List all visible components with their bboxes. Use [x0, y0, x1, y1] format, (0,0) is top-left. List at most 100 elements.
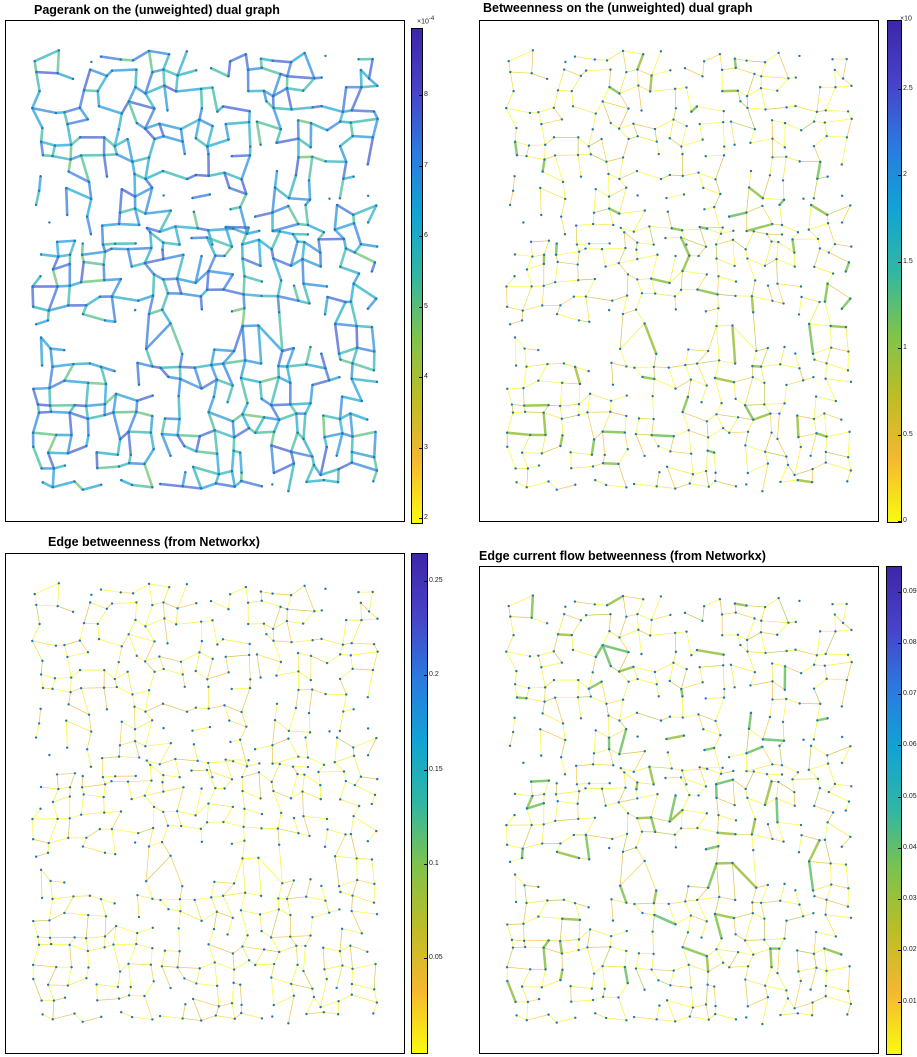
edge: [697, 813, 708, 829]
edge: [541, 979, 561, 988]
node: [680, 145, 683, 148]
node: [650, 74, 653, 77]
node: [619, 226, 622, 230]
edge: [764, 52, 779, 63]
edge: [70, 136, 81, 146]
node: [341, 110, 345, 114]
edge: [687, 379, 692, 397]
node: [759, 87, 763, 90]
edge: [179, 365, 195, 369]
edge: [307, 223, 325, 234]
node: [618, 212, 621, 215]
node: [221, 638, 225, 641]
node: [147, 689, 151, 692]
node: [243, 891, 247, 894]
edge: [372, 1002, 378, 1014]
node: [541, 304, 544, 307]
node: [301, 257, 304, 261]
node: [285, 619, 289, 623]
edge: [32, 446, 43, 469]
node: [818, 838, 821, 842]
node: [777, 240, 780, 244]
edge: [543, 412, 562, 420]
node: [366, 950, 369, 954]
edge: [590, 154, 607, 163]
edge: [239, 360, 247, 379]
node: [847, 350, 850, 353]
edge: [116, 439, 122, 455]
edge: [175, 278, 183, 294]
edge: [200, 482, 217, 490]
node: [32, 977, 35, 981]
node: [609, 613, 612, 616]
edge: [64, 106, 81, 114]
node: [659, 177, 663, 181]
node: [279, 279, 283, 282]
edge: [53, 464, 66, 470]
edge: [321, 638, 343, 646]
node: [736, 633, 740, 637]
node: [249, 145, 252, 148]
edge: [762, 738, 785, 742]
node: [322, 763, 326, 767]
node: [244, 52, 248, 56]
edge: [782, 180, 785, 200]
node: [307, 179, 311, 182]
node: [850, 660, 853, 664]
edge: [706, 949, 717, 957]
colorbar-tick-label: 8: [424, 91, 428, 99]
node: [833, 613, 837, 616]
node: [325, 285, 329, 288]
node: [270, 444, 273, 447]
node: [826, 282, 829, 285]
edge: [176, 621, 202, 625]
edge: [526, 269, 532, 287]
edge: [713, 735, 721, 749]
edge: [223, 172, 231, 189]
edge: [638, 629, 642, 655]
edge: [699, 767, 707, 787]
edge: [208, 171, 225, 178]
edge: [74, 937, 87, 939]
edge: [135, 410, 153, 418]
edge: [67, 977, 87, 986]
edge: [511, 939, 514, 948]
edge: [803, 912, 814, 917]
edge: [842, 58, 848, 79]
node: [618, 636, 621, 639]
node: [783, 402, 786, 405]
node: [73, 772, 77, 775]
node: [198, 967, 201, 970]
node: [297, 137, 300, 140]
node: [349, 654, 353, 657]
node: [200, 387, 203, 390]
node: [577, 403, 581, 406]
edge: [270, 230, 281, 250]
edge: [722, 654, 725, 666]
edge: [272, 738, 289, 746]
edge: [782, 698, 787, 722]
node: [643, 859, 646, 863]
edge: [239, 984, 242, 1005]
edge: [816, 110, 826, 113]
edge: [83, 794, 104, 798]
node: [847, 989, 850, 993]
node: [240, 178, 243, 181]
node: [680, 687, 683, 691]
edge: [716, 938, 722, 950]
node: [607, 195, 611, 198]
edge: [66, 434, 73, 454]
edge: [505, 91, 514, 109]
edge: [595, 479, 607, 486]
node: [214, 1014, 217, 1017]
node: [601, 462, 605, 465]
node: [222, 820, 225, 824]
edge: [312, 638, 322, 641]
node: [199, 827, 203, 831]
edge: [82, 846, 106, 854]
edge: [49, 912, 65, 921]
node: [260, 66, 263, 70]
edge: [787, 464, 795, 476]
edge: [633, 666, 638, 680]
node: [674, 387, 677, 390]
